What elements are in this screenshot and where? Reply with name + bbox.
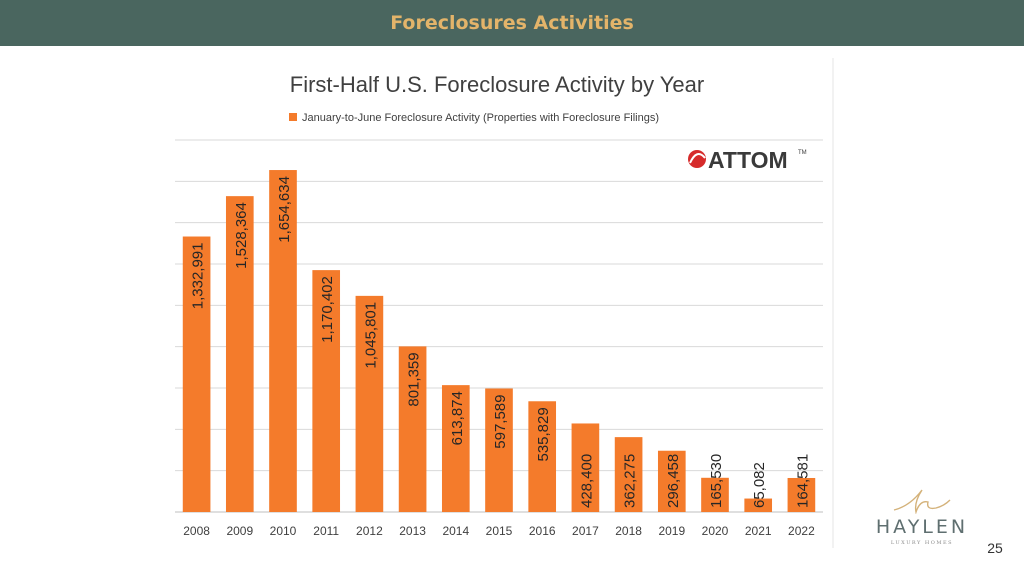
x-tick-label: 2019 xyxy=(658,524,685,538)
bar xyxy=(614,437,643,512)
x-tick-label: 2018 xyxy=(615,524,642,538)
x-tick-label: 2015 xyxy=(486,524,513,538)
data-label: 613,874 xyxy=(449,391,466,445)
bar xyxy=(485,388,513,512)
data-label: 1,528,364 xyxy=(233,202,250,269)
data-label: 1,654,634 xyxy=(276,176,293,243)
x-tick-label: 2011 xyxy=(313,524,339,538)
x-tick-label: 2012 xyxy=(356,524,383,538)
x-tick-label: 2022 xyxy=(788,524,815,538)
data-label: 362,275 xyxy=(622,454,639,508)
attom-logo-text: ATTOM xyxy=(708,147,788,173)
data-label: 801,359 xyxy=(406,352,423,406)
bar xyxy=(441,385,470,512)
data-label: 65,082 xyxy=(751,462,768,508)
data-label: 164,581 xyxy=(794,454,811,508)
legend-label: January-to-June Foreclosure Activity (Pr… xyxy=(302,112,659,124)
bar xyxy=(787,477,816,512)
bar xyxy=(355,295,384,512)
bar xyxy=(528,401,557,512)
data-label: 296,458 xyxy=(665,454,682,508)
x-axis-tick-labels: 2008 2009 2010 2011 2012 2013 2014 2015 2016 2017… xyxy=(183,524,815,538)
data-label: 535,829 xyxy=(535,407,552,461)
legend-swatch xyxy=(289,113,297,121)
x-tick-label: 2010 xyxy=(270,524,297,538)
chart-title: First-Half U.S. Foreclosure Activity by … xyxy=(290,72,704,97)
x-tick-label: 2009 xyxy=(226,524,253,538)
data-label: 1,045,801 xyxy=(362,302,379,369)
haylen-logo: HAYLEN LUXURY HOMES xyxy=(860,486,984,546)
x-tick-label: 2008 xyxy=(183,524,210,538)
attom-logo-swoosh xyxy=(689,153,706,164)
value-labels: 1,332,991 1,528,364 1,654,634 1,170,402 1,04… xyxy=(190,176,812,508)
attom-logo-trademark: TM xyxy=(798,150,807,156)
x-tick-label: 2014 xyxy=(442,524,469,538)
data-label: 1,170,402 xyxy=(319,276,336,343)
bar xyxy=(182,236,211,512)
haylen-h-mark-icon xyxy=(893,489,951,514)
data-label: 428,400 xyxy=(578,454,595,508)
bar xyxy=(571,423,600,512)
data-label: 1,332,991 xyxy=(190,243,207,310)
attom-logo-mark xyxy=(688,150,706,168)
x-tick-label: 2016 xyxy=(529,524,556,538)
bar xyxy=(657,450,686,512)
x-tick-label: 2013 xyxy=(399,524,426,538)
x-tick-label: 2017 xyxy=(572,524,599,538)
brand-tagline: LUXURY HOMES xyxy=(890,540,954,546)
bar xyxy=(269,170,297,513)
data-label: 597,589 xyxy=(492,394,509,448)
bars xyxy=(182,170,816,513)
x-tick-label: 2020 xyxy=(702,524,729,538)
attom-logo: ATTOM TM xyxy=(688,147,807,173)
bar xyxy=(312,270,341,512)
brand-name: HAYLEN xyxy=(875,516,969,538)
slide-header: Foreclosures Activities xyxy=(0,0,1024,46)
page-number: 25 xyxy=(987,540,1003,556)
x-tick-label: 2021 xyxy=(745,524,772,538)
bar xyxy=(701,477,729,512)
bar xyxy=(225,196,254,512)
bar xyxy=(744,498,773,512)
bar xyxy=(398,346,427,512)
slide-title: Foreclosures Activities xyxy=(390,12,634,34)
data-label: 165,530 xyxy=(708,454,725,508)
